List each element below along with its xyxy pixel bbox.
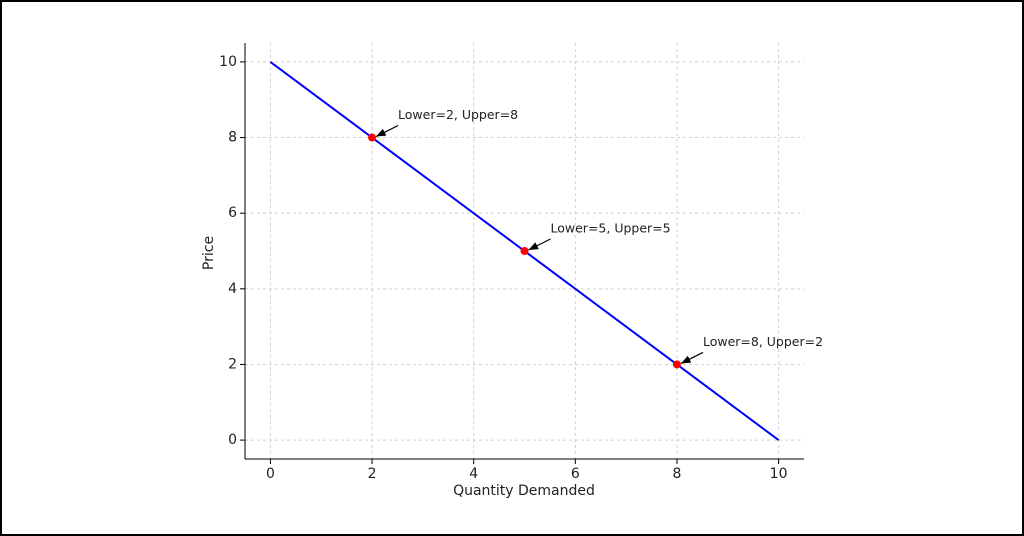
point	[672, 360, 681, 369]
y-axis-label: Price	[201, 236, 217, 270]
y-tick-label: 10	[219, 54, 237, 70]
y-tick-label: 6	[228, 205, 237, 221]
y-tick-label: 4	[228, 281, 237, 297]
y-tick-label: 2	[228, 356, 237, 372]
point	[520, 247, 529, 255]
y-tick-label: 0	[228, 432, 237, 448]
y-tick-label: 8	[228, 130, 237, 146]
point	[368, 133, 377, 142]
annotation-arrow	[528, 238, 551, 251]
annotation: Lower=2, Upper=8	[398, 107, 518, 122]
annotation: Lower=8, Upper=2	[703, 334, 823, 349]
x-tick-label: 10	[770, 466, 788, 482]
x-tick-label: 8	[672, 466, 681, 482]
x-tick-label: 0	[266, 466, 275, 482]
annotation-arrow	[375, 125, 399, 138]
x-tick-label: 2	[368, 466, 377, 482]
x-axis-label: Quantity Demanded	[453, 483, 595, 499]
annotation: Lower=5, Upper=5	[551, 221, 671, 236]
annotation-arrow	[680, 351, 704, 364]
x-tick-label: 6	[571, 466, 580, 482]
x-tick-label: 4	[469, 466, 478, 482]
